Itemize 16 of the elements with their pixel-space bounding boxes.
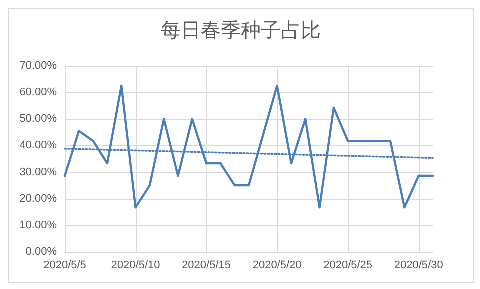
y-tick-label: 40.00% (20, 140, 58, 152)
line-series (64, 84, 434, 209)
x-tick-label: 2020/5/25 (324, 260, 373, 272)
x-tick-label: 2020/5/30 (394, 260, 444, 272)
x-tick-label: 2020/5/15 (182, 260, 232, 272)
x-tick-label: 2020/5/20 (252, 260, 302, 272)
y-tick-label: 20.00% (20, 192, 58, 205)
y-tick-label: 0.00% (26, 246, 58, 258)
y-tick-label: 30.00% (20, 166, 58, 178)
y-tick-label: 60.00% (20, 86, 58, 99)
y-tick-label: 10.00% (20, 219, 58, 232)
y-tick-label: 70.00% (20, 60, 58, 72)
y-tick-label: 50.00% (20, 113, 58, 126)
x-tick-label: 2020/5/5 (44, 260, 86, 272)
x-tick-label: 2020/5/10 (111, 260, 160, 272)
chart-title: 每日春季种子占比 (161, 18, 321, 42)
